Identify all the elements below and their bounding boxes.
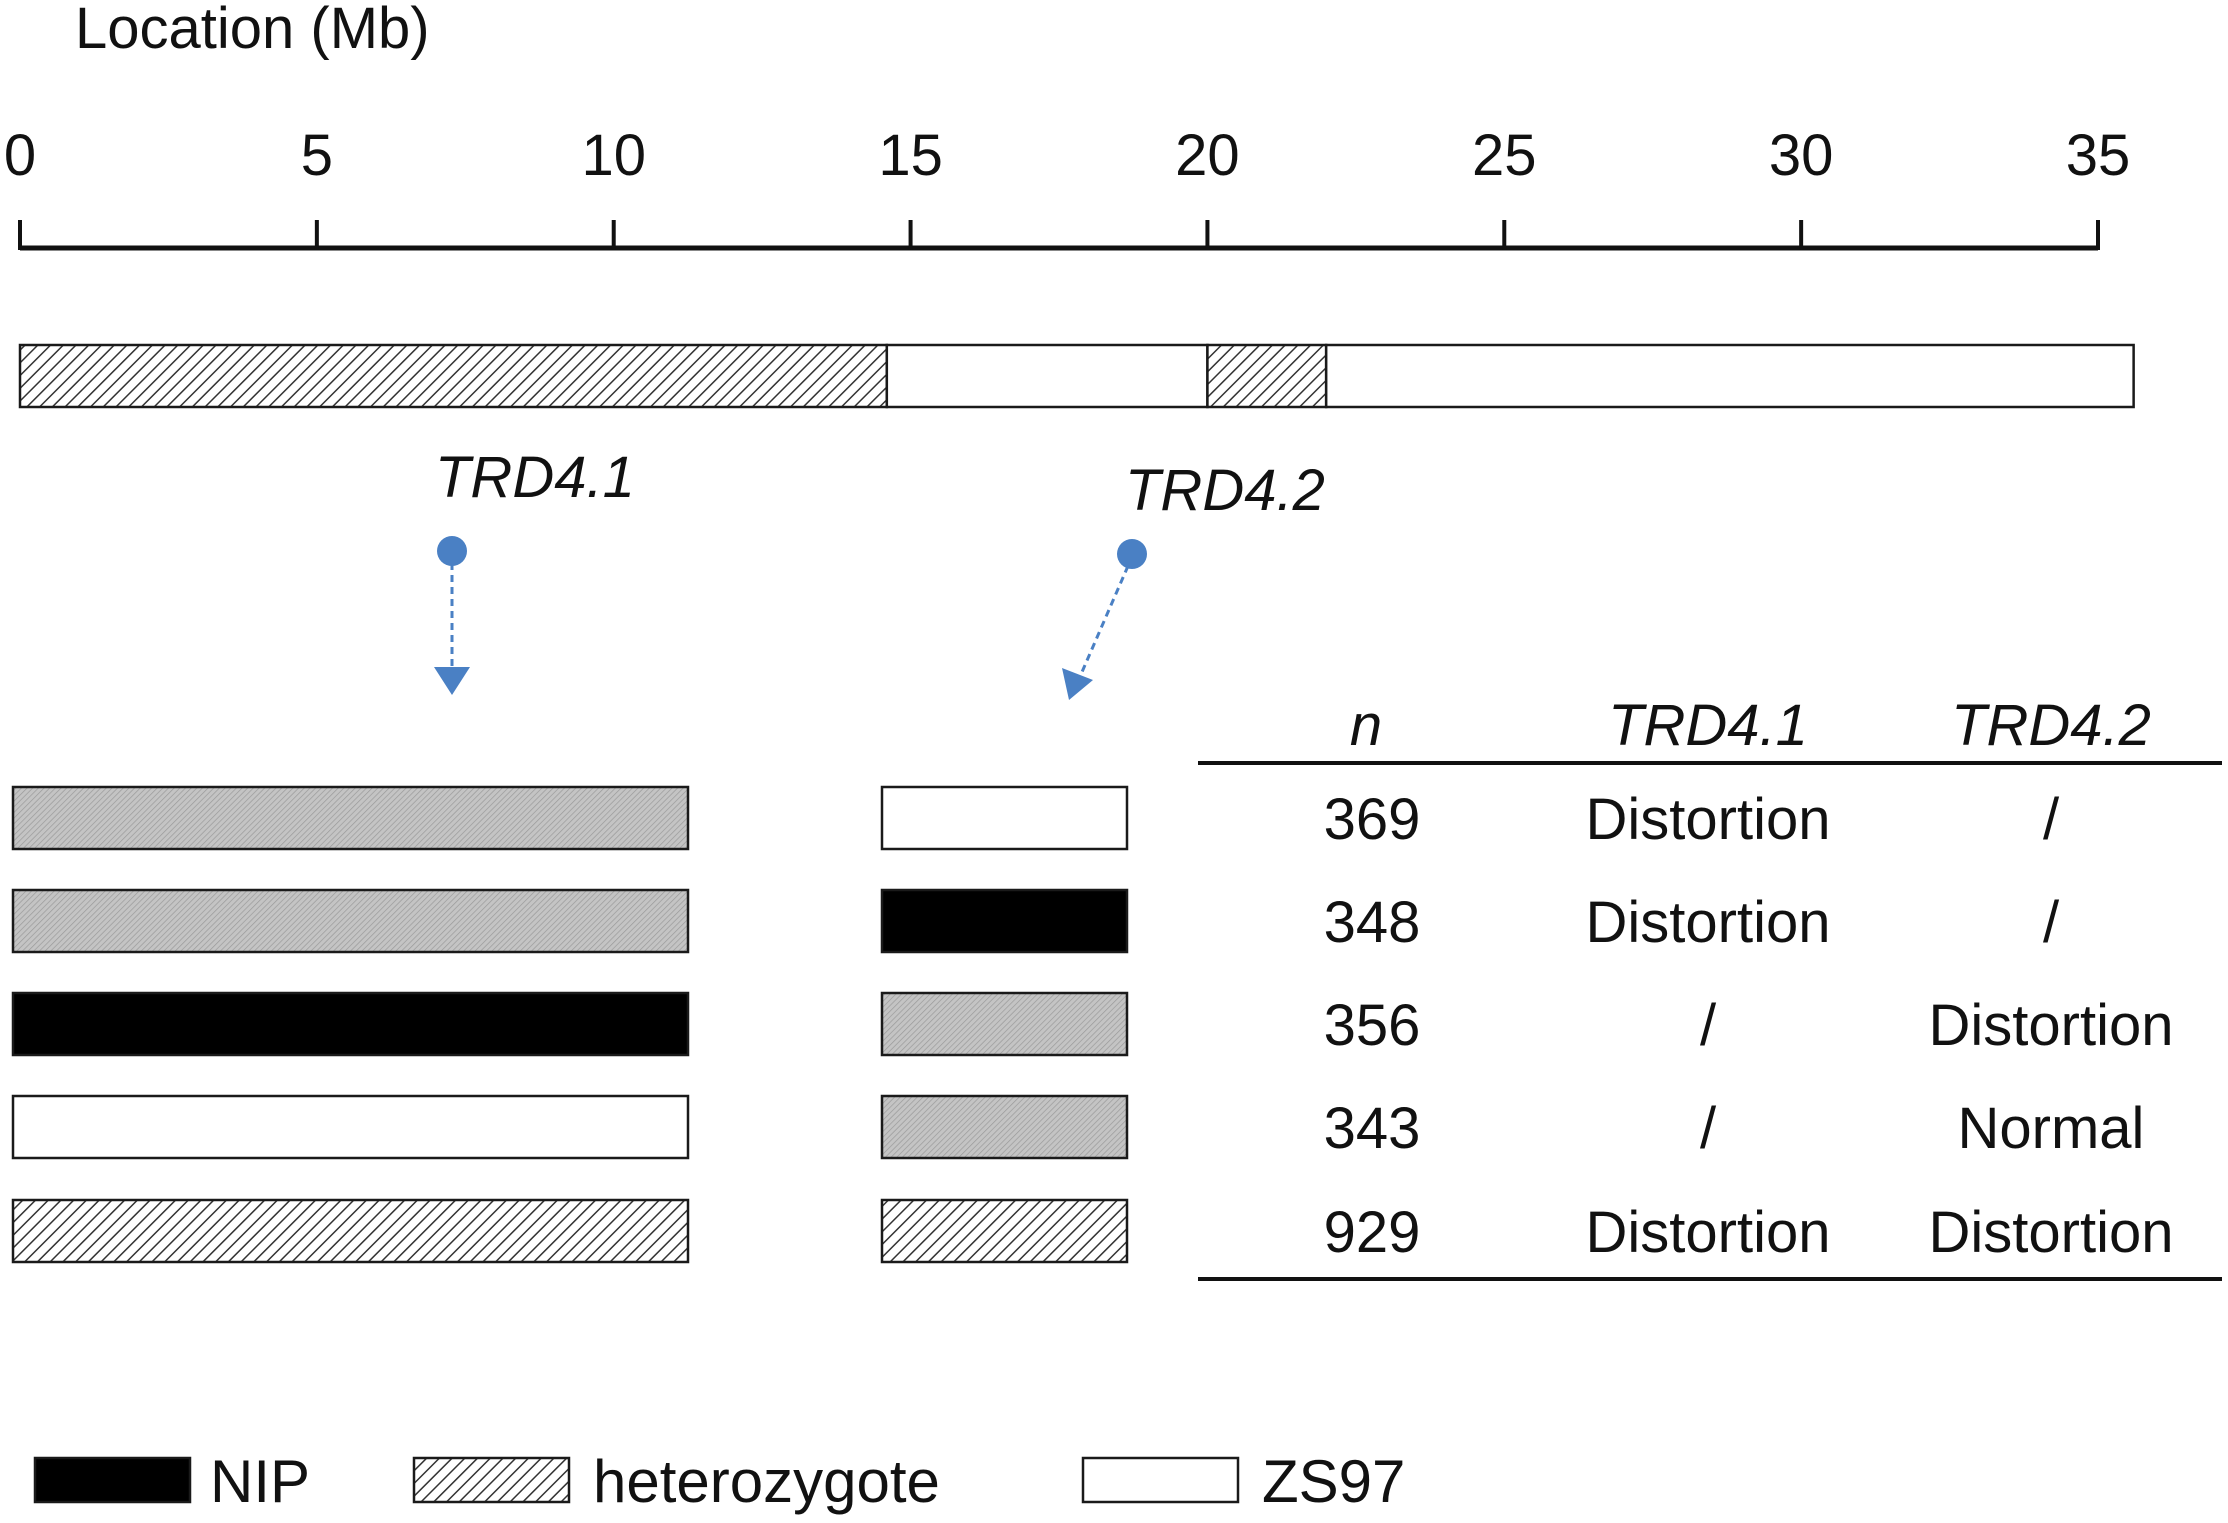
- axis-tick-label: 30: [1769, 123, 1834, 188]
- row-segment-right: [880, 785, 1129, 851]
- table-body: 369 Distortion / 348 Distortion / 356 / Distorti…: [1324, 787, 2174, 1265]
- marker-trd41: TRD4.1: [434, 445, 635, 695]
- table-cell-trd41: /: [1700, 1096, 1717, 1161]
- legend-swatch-heterozygote: [412, 1456, 571, 1504]
- table-cell-trd41: Distortion: [1586, 890, 1831, 955]
- axis-tick-label: 35: [2066, 123, 2131, 188]
- table-cell-n: 929: [1324, 1200, 1421, 1265]
- marker-dot-trd42: [1117, 539, 1147, 569]
- chromosome-segment: [1206, 343, 1328, 409]
- table-cell-trd42: /: [2043, 787, 2060, 852]
- legend-swatch-nip: [33, 1456, 192, 1504]
- table-cell-n: 348: [1324, 890, 1421, 955]
- axis-title: Location (Mb): [75, 0, 430, 61]
- table-header-trd41: TRD4.1: [1608, 693, 1808, 758]
- chromosome-segment: [885, 343, 1209, 409]
- genotype-rows: [11, 785, 1129, 1264]
- row-segment-left: [11, 991, 690, 1057]
- marker-trd42: TRD4.2: [1062, 458, 1325, 700]
- axis-tick-label: 25: [1472, 123, 1537, 188]
- row-segment-right: [880, 991, 1129, 1057]
- marker-arrowhead-trd42: [1062, 668, 1093, 700]
- chromosome-segment: [1324, 343, 2135, 409]
- axis-tick-label: 20: [1175, 123, 1240, 188]
- marker-label-trd41: TRD4.1: [435, 445, 635, 510]
- legend-label-zs97: ZS97: [1262, 1448, 1405, 1515]
- results-table: n TRD4.1 TRD4.2 369 Distortion / 348 Distort…: [1198, 693, 2222, 1281]
- location-axis: 0 5 10 15 20 25 30 35: [4, 123, 2131, 251]
- table-cell-trd41: Distortion: [1586, 1200, 1831, 1265]
- table-cell-trd41: /: [1700, 993, 1717, 1058]
- table-cell-trd42: Distortion: [1929, 993, 2174, 1058]
- row-segment-right: [880, 1094, 1129, 1160]
- chromosome-bar: [18, 343, 2135, 409]
- table-cell-n: 343: [1324, 1096, 1421, 1161]
- legend-label-nip: NIP: [210, 1448, 310, 1515]
- table-cell-trd41: Distortion: [1586, 787, 1831, 852]
- axis-tick-label: 15: [878, 123, 943, 188]
- table-cell-trd42: Distortion: [1929, 1200, 2174, 1265]
- legend-label-heterozygote: heterozygote: [593, 1448, 940, 1515]
- row-segment-left: [11, 785, 690, 851]
- row-segment-left: [11, 888, 690, 954]
- legend-swatch-zs97: [1081, 1456, 1240, 1504]
- chromosome-segment: [18, 343, 889, 409]
- row-segment-left: [11, 1094, 690, 1160]
- axis-tick-label: 0: [4, 123, 36, 188]
- marker-arrowhead-trd41: [434, 667, 470, 695]
- table-cell-n: 369: [1324, 787, 1421, 852]
- axis-tick-label: 5: [301, 123, 333, 188]
- table-cell-n: 356: [1324, 993, 1421, 1058]
- table-cell-trd42: Normal: [1958, 1096, 2145, 1161]
- row-segment-right: [880, 1198, 1129, 1264]
- marker-dot-trd41: [437, 536, 467, 566]
- legend: NIP heterozygote ZS97: [33, 1448, 1405, 1515]
- marker-arrow-trd42: [1080, 565, 1130, 673]
- row-segment-left: [11, 1198, 690, 1264]
- table-header-n: n: [1350, 693, 1382, 758]
- table-cell-trd42: /: [2043, 890, 2060, 955]
- table-header-trd42: TRD4.2: [1951, 693, 2151, 758]
- marker-label-trd42: TRD4.2: [1125, 458, 1325, 523]
- axis-tick-label: 10: [581, 123, 646, 188]
- row-segment-right: [880, 888, 1129, 954]
